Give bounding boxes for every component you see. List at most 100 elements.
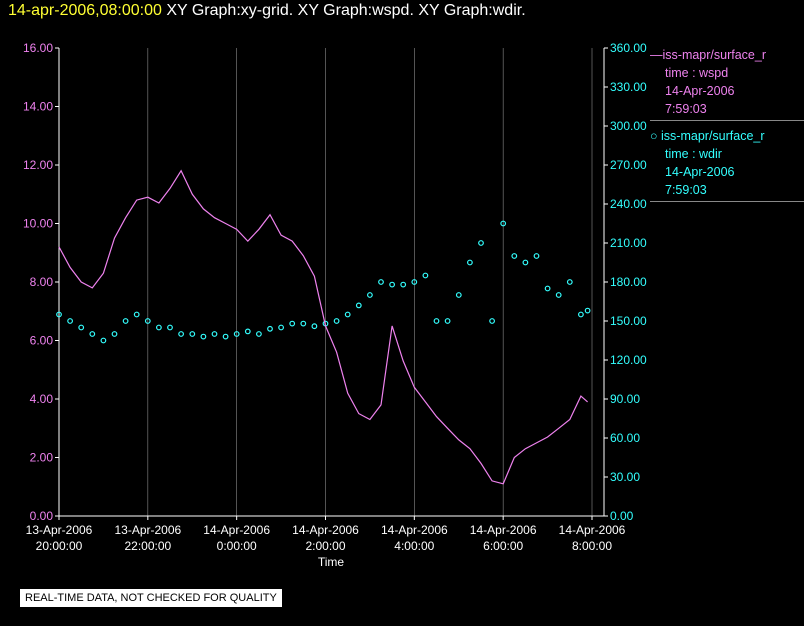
wdir-point: [422, 272, 429, 279]
y-left-tick-label: 4.00: [30, 392, 54, 406]
wspd-series: [58, 169, 588, 485]
wdir-point: [233, 331, 240, 337]
wdir-point: [278, 324, 285, 331]
wdir-point: [433, 318, 440, 324]
y-right-tick-label: 240.00: [610, 197, 647, 211]
wdir-point: [56, 311, 62, 318]
y-right-tick-label: 300.00: [610, 119, 647, 133]
y-right-tick-label: 360.00: [610, 41, 647, 55]
y-right-tick-label: 210.00: [610, 236, 647, 250]
wdir-point: [344, 311, 351, 318]
y-right-tick-label: 90.00: [610, 392, 640, 406]
chart-header: 14-apr-2006,08:00:00 XY Graph:xy-grid. X…: [8, 2, 526, 20]
wdir-series: [56, 220, 591, 344]
y-right-tick-label: 0.00: [610, 509, 634, 523]
y-right-tick-label: 270.00: [610, 158, 647, 172]
wdir-point: [400, 281, 407, 288]
legend-wspd-source: —iss-mapr/surface_r: [650, 48, 766, 62]
wdir-point: [444, 318, 451, 324]
right-y-axis-ticks: 0.00 30.00 60.00 90.00 120.00 150.00 180.00 210…: [604, 41, 647, 523]
x-axis-label: Time: [318, 555, 345, 569]
axes: [58, 48, 605, 517]
legend-wdir-time: 7:59:03: [665, 183, 707, 197]
wdir-point: [111, 331, 118, 337]
x-tick-label-date: 14-Apr-2006: [381, 523, 448, 537]
legend-wdir-var: time : wdir: [665, 147, 722, 161]
legend-wdir-date: 14-Apr-2006: [665, 165, 735, 179]
y-right-tick-label: 60.00: [610, 431, 640, 445]
x-tick-label-time: 6:00:00: [483, 539, 523, 553]
wdir-point: [211, 331, 218, 337]
y-left-tick-label: 14.00: [23, 100, 53, 114]
y-left-tick-label: 0.00: [30, 509, 54, 523]
legend-entry-wdir: ○ iss-mapr/surface_r time : wdir 14-Apr-…: [650, 127, 804, 202]
wdir-point: [200, 333, 207, 340]
wdir-point: [300, 320, 307, 327]
wdir-point: [378, 279, 384, 285]
wdir-point: [133, 311, 140, 318]
wdir-point: [311, 323, 318, 330]
wdir-point: [122, 318, 129, 324]
wdir-point: [544, 285, 551, 292]
x-tick-label-time: 4:00:00: [394, 539, 434, 553]
wdir-point: [389, 281, 396, 288]
y-left-tick-label: 2.00: [30, 451, 54, 465]
left-y-axis-ticks: 0.00 2.00 4.00 6.00 8.00 10.00 12.00 14.00 16.00: [23, 41, 59, 523]
wdir-point: [555, 292, 562, 298]
header-graph-names: XY Graph:xy-grid. XY Graph:wspd. XY Grap…: [166, 2, 526, 19]
legend-entry-wspd: —iss-mapr/surface_r time : wspd 14-Apr-2…: [650, 46, 804, 121]
wdir-point: [289, 320, 296, 327]
x-tick-label-time: 20:00:00: [36, 539, 83, 553]
wdir-point: [67, 318, 73, 324]
wdir-point: [467, 259, 473, 266]
x-axis-ticks: 13-Apr-2006 20:00:00 13-Apr-2006 22:00:00 14…: [26, 516, 626, 553]
wdir-point: [455, 292, 462, 298]
wdir-point: [355, 302, 362, 309]
x-tick-label-date: 13-Apr-2006: [26, 523, 93, 537]
y-left-tick-label: 12.00: [23, 158, 53, 172]
wdir-point: [522, 259, 529, 266]
wdir-point: [244, 328, 251, 335]
wdir-point: [267, 325, 273, 332]
wdir-point: [189, 331, 196, 337]
x-tick-label-date: 14-Apr-2006: [559, 523, 626, 537]
wdir-point: [144, 318, 151, 324]
wdir-point: [584, 307, 591, 314]
wdir-point: [411, 279, 418, 285]
wdir-point: [478, 240, 484, 246]
y-right-tick-label: 30.00: [610, 470, 640, 484]
x-tick-label-time: 8:00:00: [572, 539, 612, 553]
legend: —iss-mapr/surface_r time : wspd 14-Apr-2…: [650, 46, 804, 208]
legend-wspd-var: time : wspd: [665, 66, 729, 80]
wdir-point: [78, 324, 85, 331]
y-right-tick-label: 150.00: [610, 314, 647, 328]
y-left-tick-label: 6.00: [30, 334, 54, 348]
header-timestamp: 14-apr-2006,08:00:00: [8, 2, 162, 19]
quality-disclaimer: REAL-TIME DATA, NOT CHECKED FOR QUALITY: [20, 589, 282, 607]
x-tick-label-date: 14-Apr-2006: [470, 523, 537, 537]
wdir-point: [178, 331, 185, 337]
wspd-line: [58, 169, 588, 485]
wdir-point: [578, 311, 584, 318]
x-tick-label-time: 2:00:00: [305, 539, 345, 553]
wdir-point: [100, 337, 107, 344]
y-right-tick-label: 180.00: [610, 275, 647, 289]
wdir-point: [222, 333, 229, 340]
y-left-tick-label: 10.00: [23, 217, 53, 231]
vertical-grid: [147, 48, 593, 516]
x-tick-label-time: 0:00:00: [217, 539, 257, 553]
y-left-tick-label: 8.00: [30, 275, 54, 289]
wdir-point: [533, 253, 540, 259]
y-right-tick-label: 330.00: [610, 80, 647, 94]
x-tick-label-date: 13-Apr-2006: [114, 523, 181, 537]
x-tick-label-time: 22:00:00: [124, 539, 171, 553]
y-right-tick-label: 120.00: [610, 353, 647, 367]
wdir-point: [333, 318, 340, 324]
wdir-point: [500, 220, 507, 227]
wdir-point: [511, 253, 518, 259]
wdir-point: [89, 331, 96, 337]
legend-wspd-date: 14-Apr-2006: [665, 84, 735, 98]
x-tick-label-date: 14-Apr-2006: [292, 523, 359, 537]
wdir-point: [256, 331, 262, 337]
